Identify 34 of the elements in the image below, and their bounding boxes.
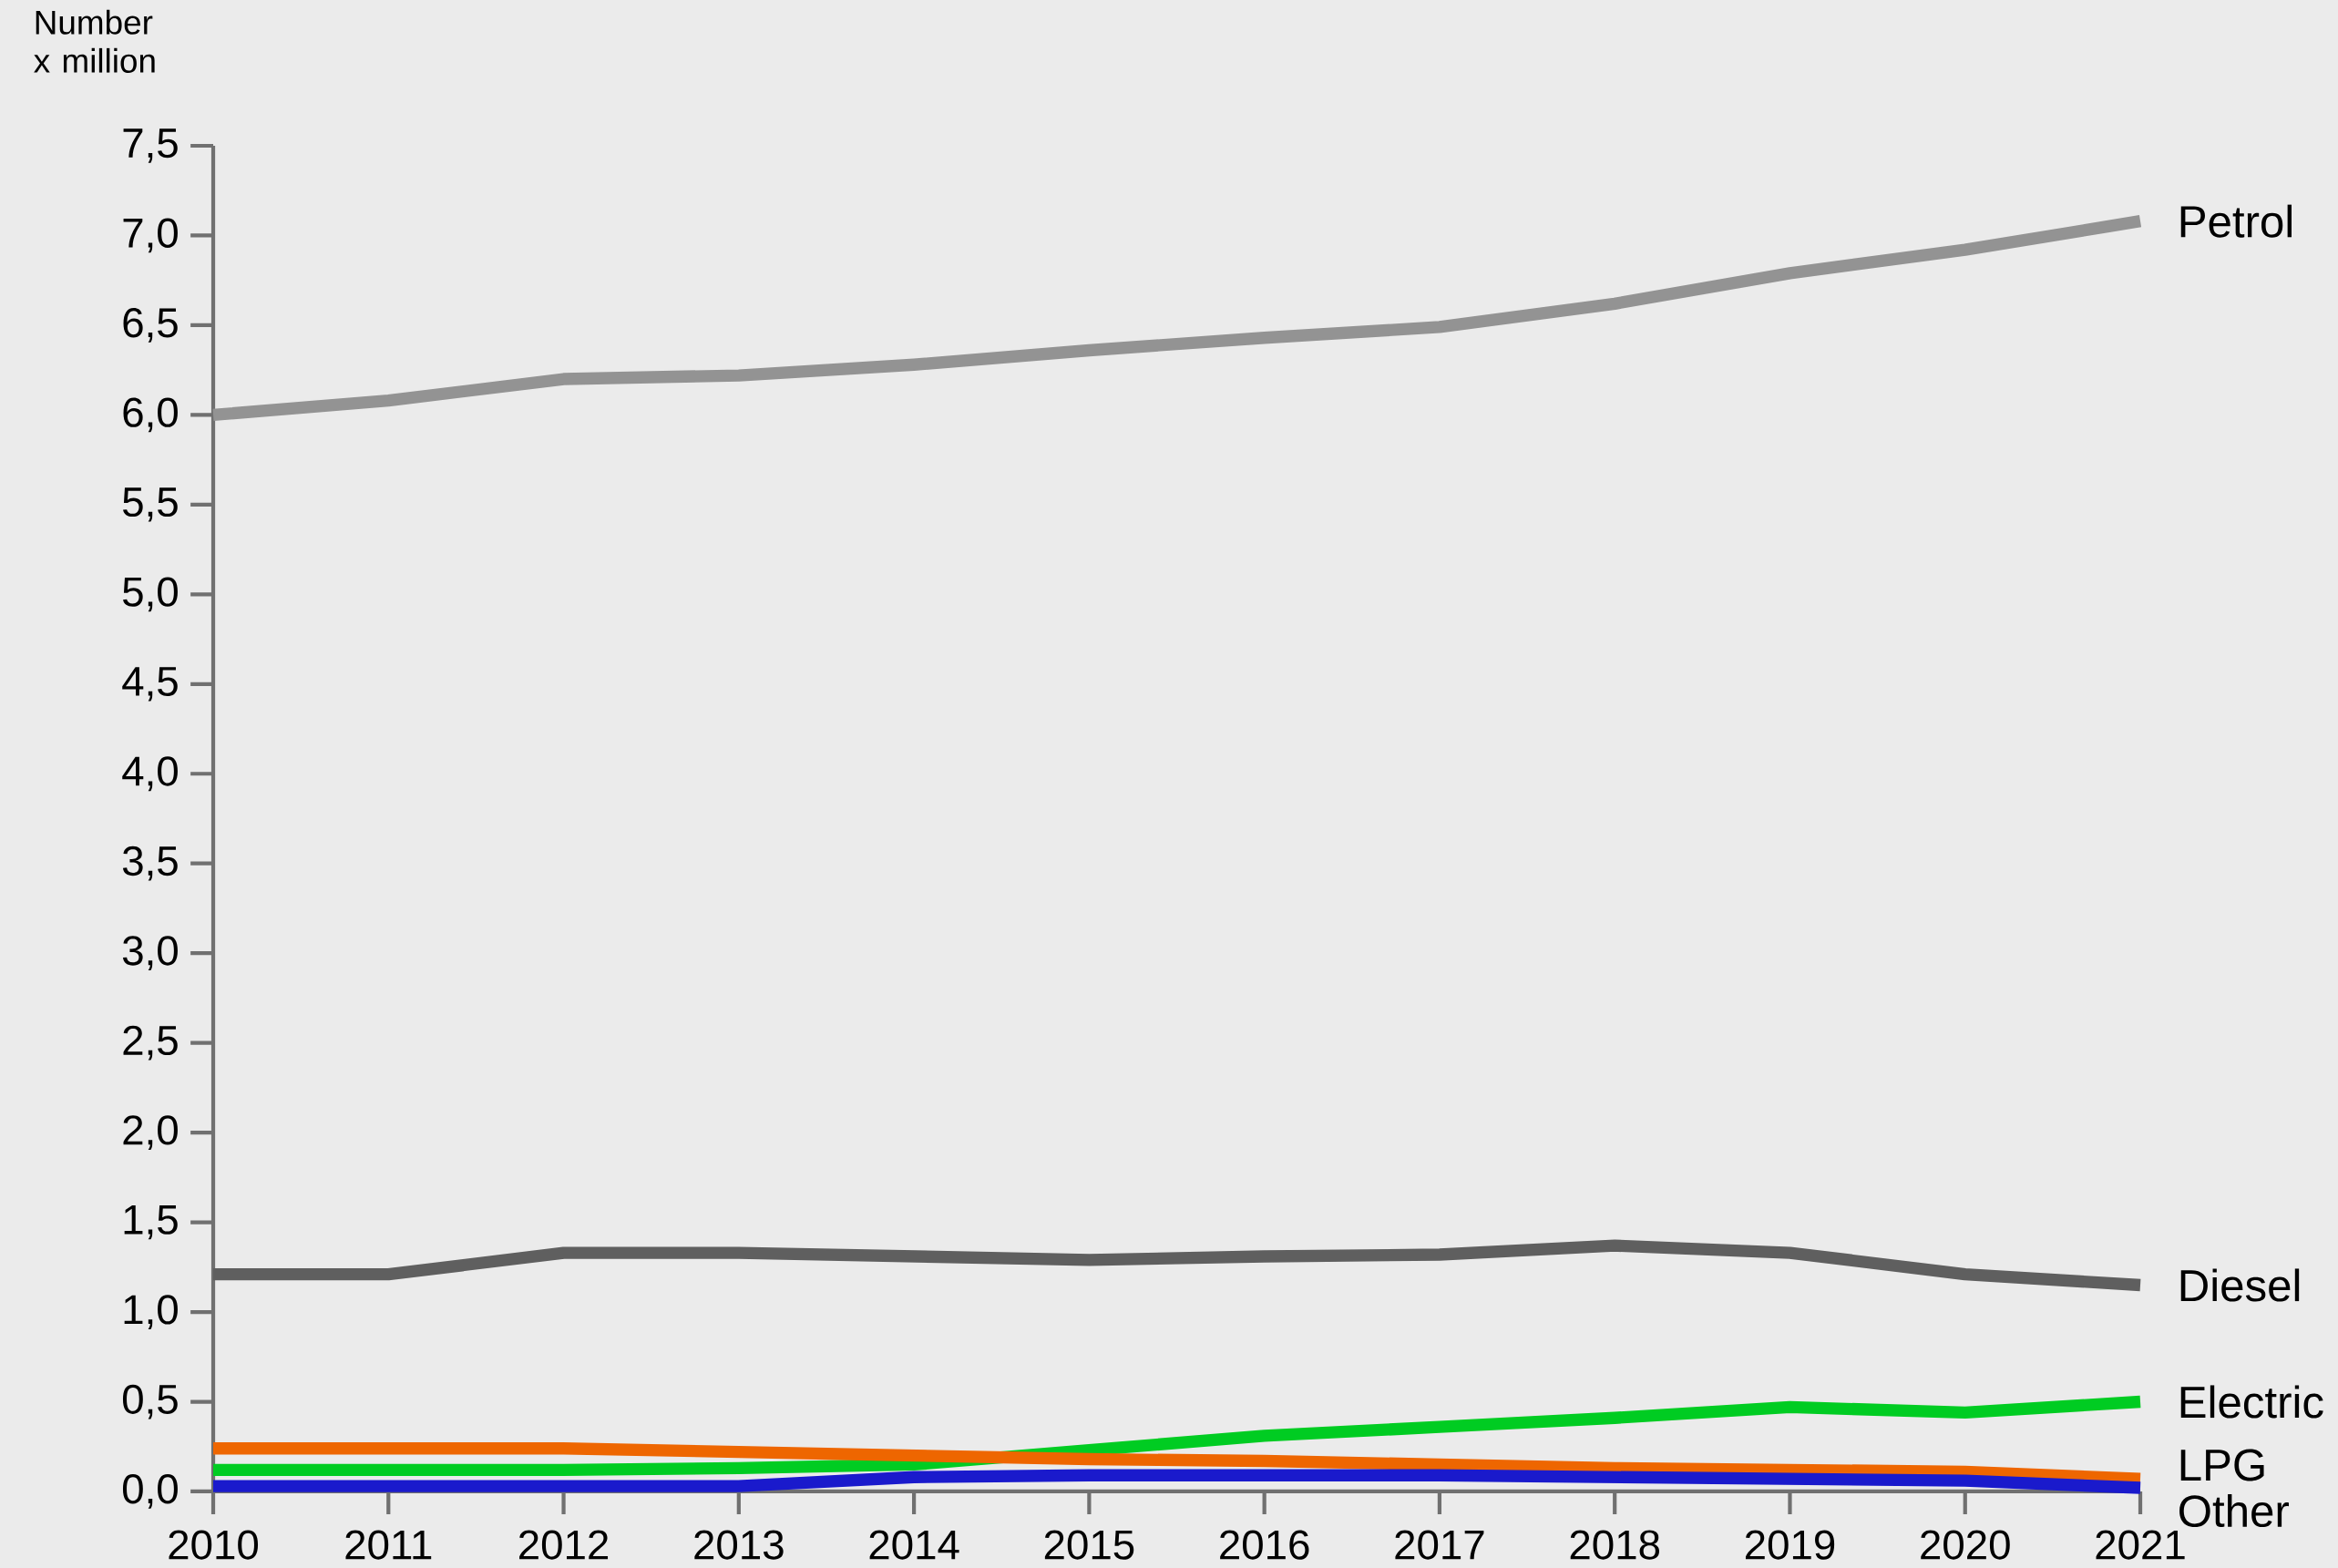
y-tick-label: 1,5 bbox=[124, 1204, 178, 1240]
x-tick-label: 2020 bbox=[1921, 1530, 2010, 1560]
y-tick-label: 3,0 bbox=[122, 936, 178, 971]
y-tick-label: 3,5 bbox=[122, 845, 178, 881]
x-tick-label: 2017 bbox=[1395, 1530, 1484, 1560]
y-tick-label: 2,0 bbox=[123, 1115, 178, 1150]
series-label: Electric bbox=[2180, 1385, 2323, 1419]
y-tick-label: 1,0 bbox=[124, 1295, 178, 1329]
y-tick-label: 5,0 bbox=[123, 577, 178, 612]
series-label: Diesel bbox=[2180, 1268, 2300, 1302]
y-tick-label: 4,5 bbox=[122, 667, 178, 702]
x-tick-label: 2018 bbox=[1570, 1530, 1660, 1560]
y-tick-label: 7,5 bbox=[123, 128, 178, 163]
x-tick-label: 2014 bbox=[869, 1530, 959, 1560]
x-tick-label: 2021 bbox=[2096, 1530, 2185, 1560]
series-label: Petrol bbox=[2180, 204, 2292, 238]
y-tick-label: 6,0 bbox=[123, 397, 178, 433]
x-tick-label: 2015 bbox=[1044, 1530, 1134, 1560]
x-tick-label: 2011 bbox=[345, 1530, 432, 1560]
x-tick-label: 2012 bbox=[519, 1530, 609, 1560]
y-axis-title: Number x million bbox=[34, 9, 155, 73]
x-tick-label: 2010 bbox=[169, 1530, 259, 1560]
y-tick-label: 2,5 bbox=[123, 1025, 178, 1061]
y-tick-label: 7,0 bbox=[123, 218, 178, 253]
series-label: Other bbox=[2179, 1493, 2289, 1528]
x-tick-label: 2019 bbox=[1745, 1530, 1835, 1560]
y-tick-label: 5,5 bbox=[123, 487, 178, 522]
y-tick-label: 0,5 bbox=[122, 1384, 178, 1419]
y-tick-label: 6,5 bbox=[123, 308, 178, 343]
y-tick-label: 4,0 bbox=[122, 756, 178, 792]
series-label: LPG bbox=[2180, 1449, 2264, 1481]
y-tick-label: 0,0 bbox=[122, 1474, 178, 1509]
x-tick-label: 2016 bbox=[1220, 1530, 1309, 1560]
x-tick-label: 2013 bbox=[694, 1530, 784, 1560]
